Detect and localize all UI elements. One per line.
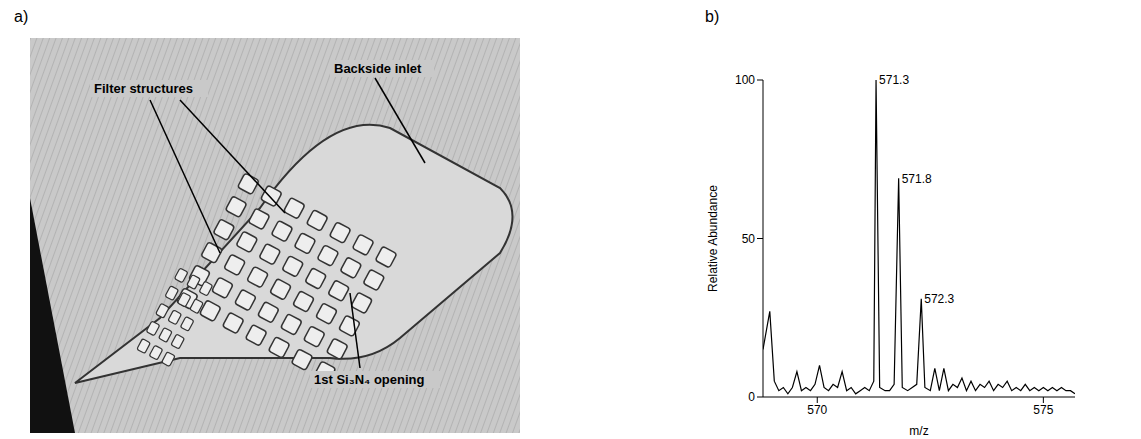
svg-text:Filter structures: Filter structures	[94, 81, 193, 96]
svg-text:571.3: 571.3	[879, 73, 909, 87]
svg-text:0: 0	[748, 390, 755, 404]
svg-text:m/z: m/z	[909, 424, 928, 437]
svg-text:1st Si₃N₄ opening: 1st Si₃N₄ opening	[314, 372, 424, 387]
svg-text:572.3: 572.3	[924, 292, 954, 306]
svg-text:Backside inlet: Backside inlet	[334, 61, 422, 76]
svg-text:50: 50	[742, 232, 756, 246]
svg-text:575: 575	[1033, 403, 1053, 417]
svg-text:571.8: 571.8	[902, 172, 932, 186]
svg-text:570: 570	[807, 403, 827, 417]
html-text:b): b)	[705, 8, 720, 25]
html-text:a): a)	[14, 8, 29, 25]
svg-text:Relative Abundance: Relative Abundance	[706, 185, 720, 292]
svg-text:100: 100	[735, 73, 755, 87]
